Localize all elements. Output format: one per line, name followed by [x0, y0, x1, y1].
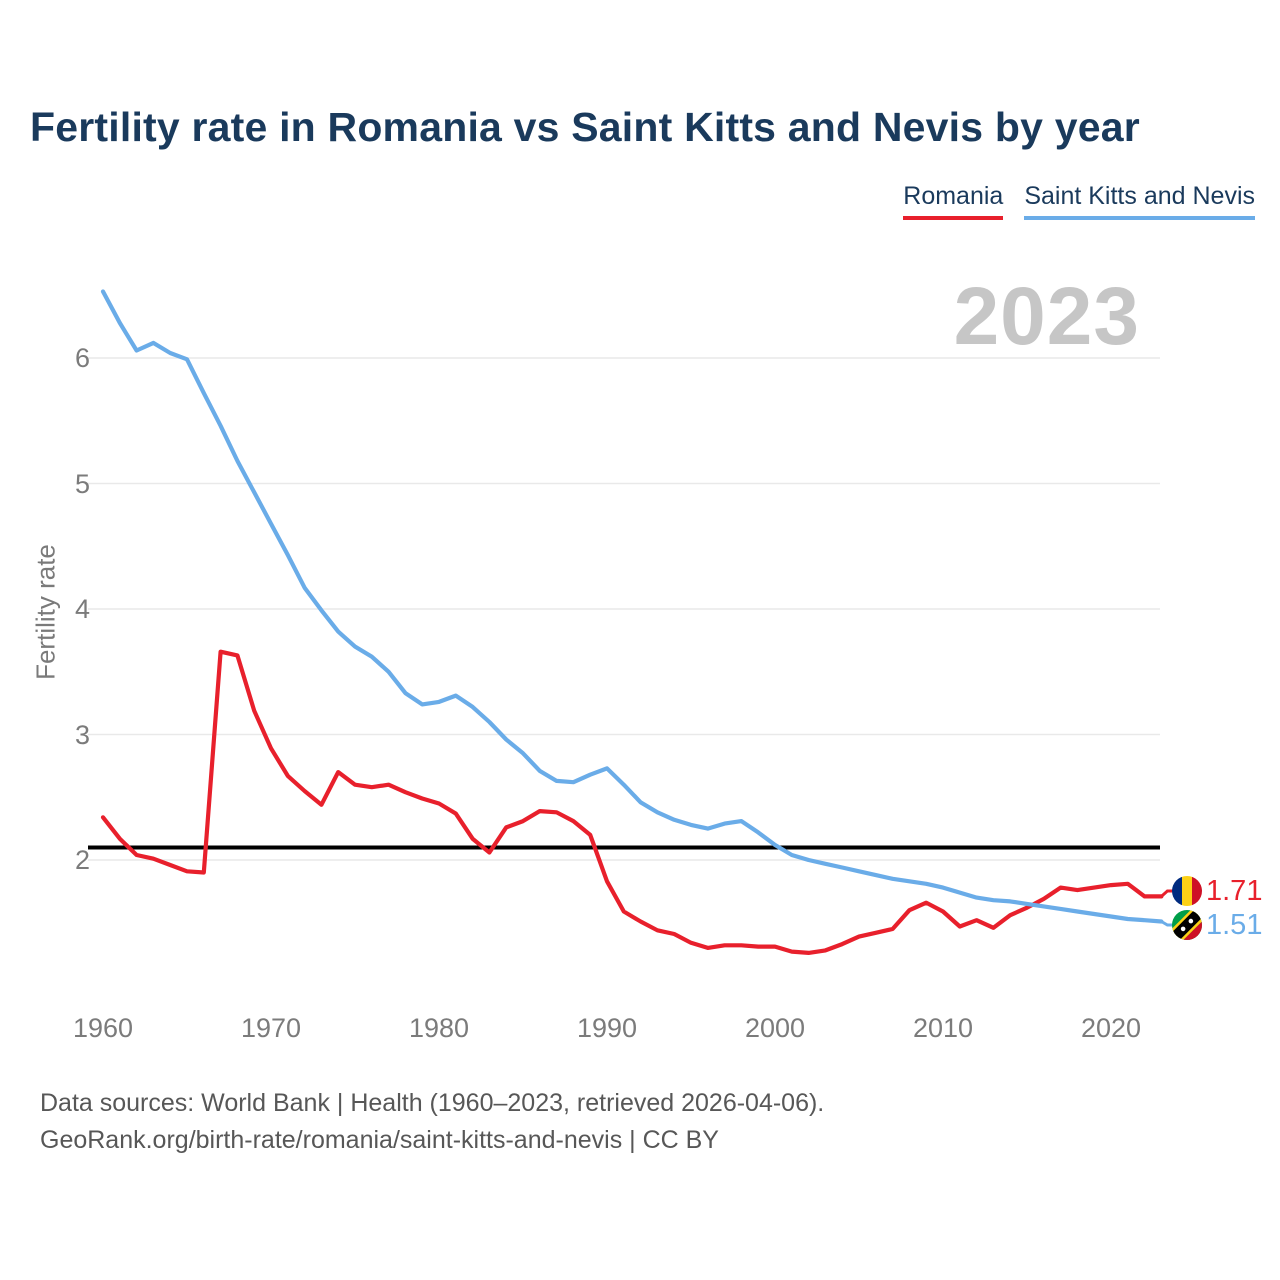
- footer-data-sources: Data sources: World Bank | Health (1960–…: [40, 1089, 825, 1117]
- x-axis-tick-label: 1970: [240, 1013, 302, 1043]
- x-axis-tick-label: 1980: [408, 1013, 470, 1043]
- x-axis-tick-label: 1990: [576, 1013, 638, 1043]
- chart-legend: Romania Saint Kitts and Nevis: [903, 182, 1255, 220]
- x-axis-tick-label: 2010: [912, 1013, 974, 1043]
- x-axis-tick-label: 2000: [744, 1013, 806, 1043]
- x-axis-tick-label: 2020: [1080, 1013, 1142, 1043]
- y-axis-tick-label: 6: [74, 343, 90, 373]
- data-series-lines: [100, 289, 1173, 956]
- y-axis-tick-label: 2: [74, 845, 90, 875]
- x-axis-tick-label: 1960: [72, 1013, 134, 1043]
- romania-end-value-label: 1.71: [1206, 875, 1263, 907]
- current-year-watermark: 2023: [953, 271, 1140, 362]
- series-line-romania: [100, 649, 1164, 956]
- series-line-saint-kitts-and-nevis: [100, 289, 1164, 924]
- footer-attribution: GeoRank.org/birth-rate/romania/saint-kit…: [40, 1126, 719, 1154]
- legend-item-saint-kitts-and-nevis[interactable]: Saint Kitts and Nevis: [1024, 182, 1255, 220]
- y-axis-tick-label: 3: [74, 719, 90, 750]
- legend-item-romania[interactable]: Romania: [903, 182, 1004, 220]
- end-label-connector: [1160, 920, 1173, 927]
- saint-kitts-end-value-label: 1.51: [1206, 909, 1263, 941]
- page-title: Fertility rate in Romania vs Saint Kitts…: [30, 104, 1140, 150]
- y-axis-tick-label: 4: [74, 594, 90, 624]
- footer: Data sources: World Bank | Health (1960–…: [40, 1085, 824, 1159]
- y-axis-tick-label: 5: [74, 468, 90, 499]
- end-label-connector: [1160, 889, 1173, 898]
- romania-flag-icon: [1172, 876, 1202, 906]
